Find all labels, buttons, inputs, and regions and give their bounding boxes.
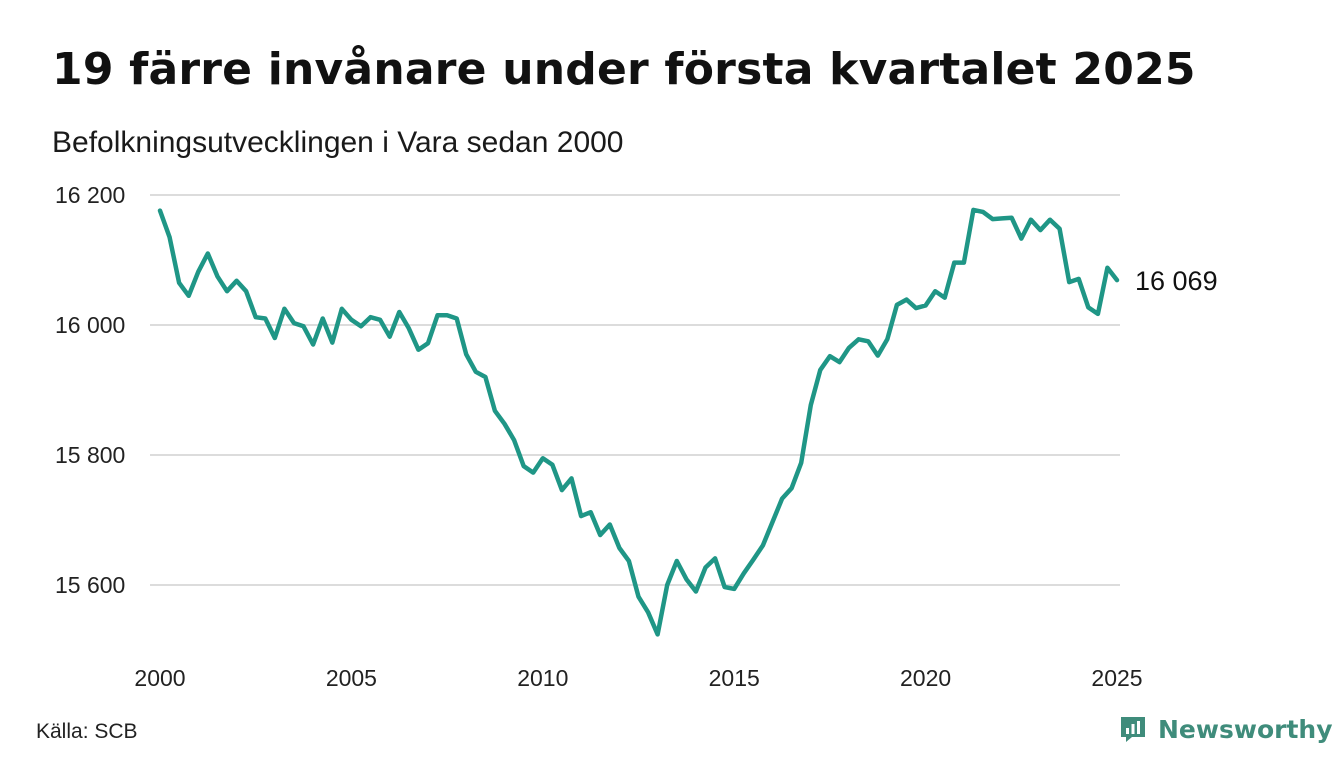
x-tick-label: 2025 [1091,665,1142,691]
y-tick-label: 15 600 [55,572,125,598]
brand-name: Newsworthy [1158,714,1333,744]
y-tick-label: 16 000 [55,312,125,338]
line-chart: 15 600 15 800 16 000 16 200 2000 2005 2010 201… [55,182,1218,691]
x-axis-tick-labels: 2000 2005 2010 2015 2020 2025 [134,665,1142,691]
x-tick-label: 2000 [134,665,185,691]
gridlines [150,194,1120,586]
x-tick-label: 2005 [326,665,377,691]
x-tick-label: 2020 [900,665,951,691]
source-note: Källa: SCB [36,720,138,743]
brand-logo: Newsworthy [1118,714,1333,744]
y-tick-label: 15 800 [55,442,125,468]
newsworthy-logo-icon [1121,717,1145,742]
chart-title: 19 färre invånare under första kvartalet… [52,44,1196,95]
end-value-label: 16 069 [1135,266,1218,296]
chart-subtitle: Befolkningsutvecklingen i Vara sedan 200… [52,126,624,159]
x-tick-label: 2015 [709,665,760,691]
population-series-line [157,207,1120,637]
y-axis-tick-labels: 15 600 15 800 16 000 16 200 [55,182,125,598]
x-tick-label: 2010 [517,665,568,691]
y-tick-label: 16 200 [55,182,125,208]
